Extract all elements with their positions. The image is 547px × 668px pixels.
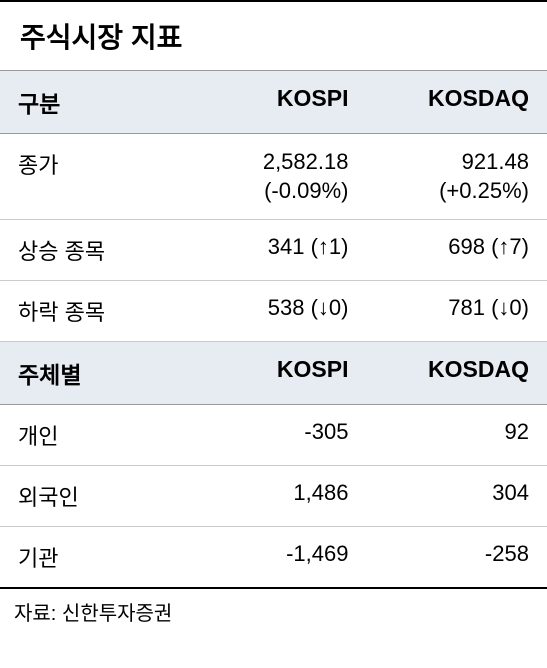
- entity-header-label: 주체별: [0, 342, 186, 404]
- institution-kosdaq: -258: [366, 527, 547, 587]
- source-text: 자료: 신한투자증권: [0, 589, 547, 634]
- close-kospi-change: (-0.09%): [264, 178, 348, 203]
- close-label: 종가: [0, 134, 186, 219]
- header-kosdaq: KOSDAQ: [366, 71, 547, 133]
- header-kospi: KOSPI: [186, 71, 367, 133]
- close-kosdaq-value: 921.48: [462, 149, 529, 174]
- table-title: 주식시장 지표: [0, 2, 547, 71]
- individual-label: 개인: [0, 405, 186, 465]
- falling-label: 하락 종목: [0, 281, 186, 341]
- header-row-entity: 주체별 KOSPI KOSDAQ: [0, 342, 547, 405]
- foreign-kosdaq: 304: [366, 466, 547, 526]
- row-institution: 기관 -1,469 -258: [0, 527, 547, 587]
- row-foreign: 외국인 1,486 304: [0, 466, 547, 527]
- close-kospi: 2,582.18 (-0.09%): [186, 134, 367, 219]
- rising-kospi: 341 (↑1): [186, 220, 367, 280]
- stock-indicators-table: 주식시장 지표 구분 KOSPI KOSDAQ 종가 2,582.18 (-0.…: [0, 0, 547, 589]
- individual-kosdaq: 92: [366, 405, 547, 465]
- row-falling-stocks: 하락 종목 538 (↓0) 781 (↓0): [0, 281, 547, 342]
- close-kosdaq-change: (+0.25%): [439, 178, 529, 203]
- row-individual: 개인 -305 92: [0, 405, 547, 466]
- falling-kospi: 538 (↓0): [186, 281, 367, 341]
- row-close-price: 종가 2,582.18 (-0.09%) 921.48 (+0.25%): [0, 134, 547, 220]
- close-kospi-value: 2,582.18: [263, 149, 349, 174]
- entity-header-kosdaq: KOSDAQ: [366, 342, 547, 404]
- institution-label: 기관: [0, 527, 186, 587]
- foreign-label: 외국인: [0, 466, 186, 526]
- falling-kosdaq: 781 (↓0): [366, 281, 547, 341]
- close-kosdaq: 921.48 (+0.25%): [366, 134, 547, 219]
- institution-kospi: -1,469: [186, 527, 367, 587]
- foreign-kospi: 1,486: [186, 466, 367, 526]
- header-row-category: 구분 KOSPI KOSDAQ: [0, 71, 547, 134]
- entity-header-kospi: KOSPI: [186, 342, 367, 404]
- rising-label: 상승 종목: [0, 220, 186, 280]
- rising-kosdaq: 698 (↑7): [366, 220, 547, 280]
- header-label: 구분: [0, 71, 186, 133]
- row-rising-stocks: 상승 종목 341 (↑1) 698 (↑7): [0, 220, 547, 281]
- individual-kospi: -305: [186, 405, 367, 465]
